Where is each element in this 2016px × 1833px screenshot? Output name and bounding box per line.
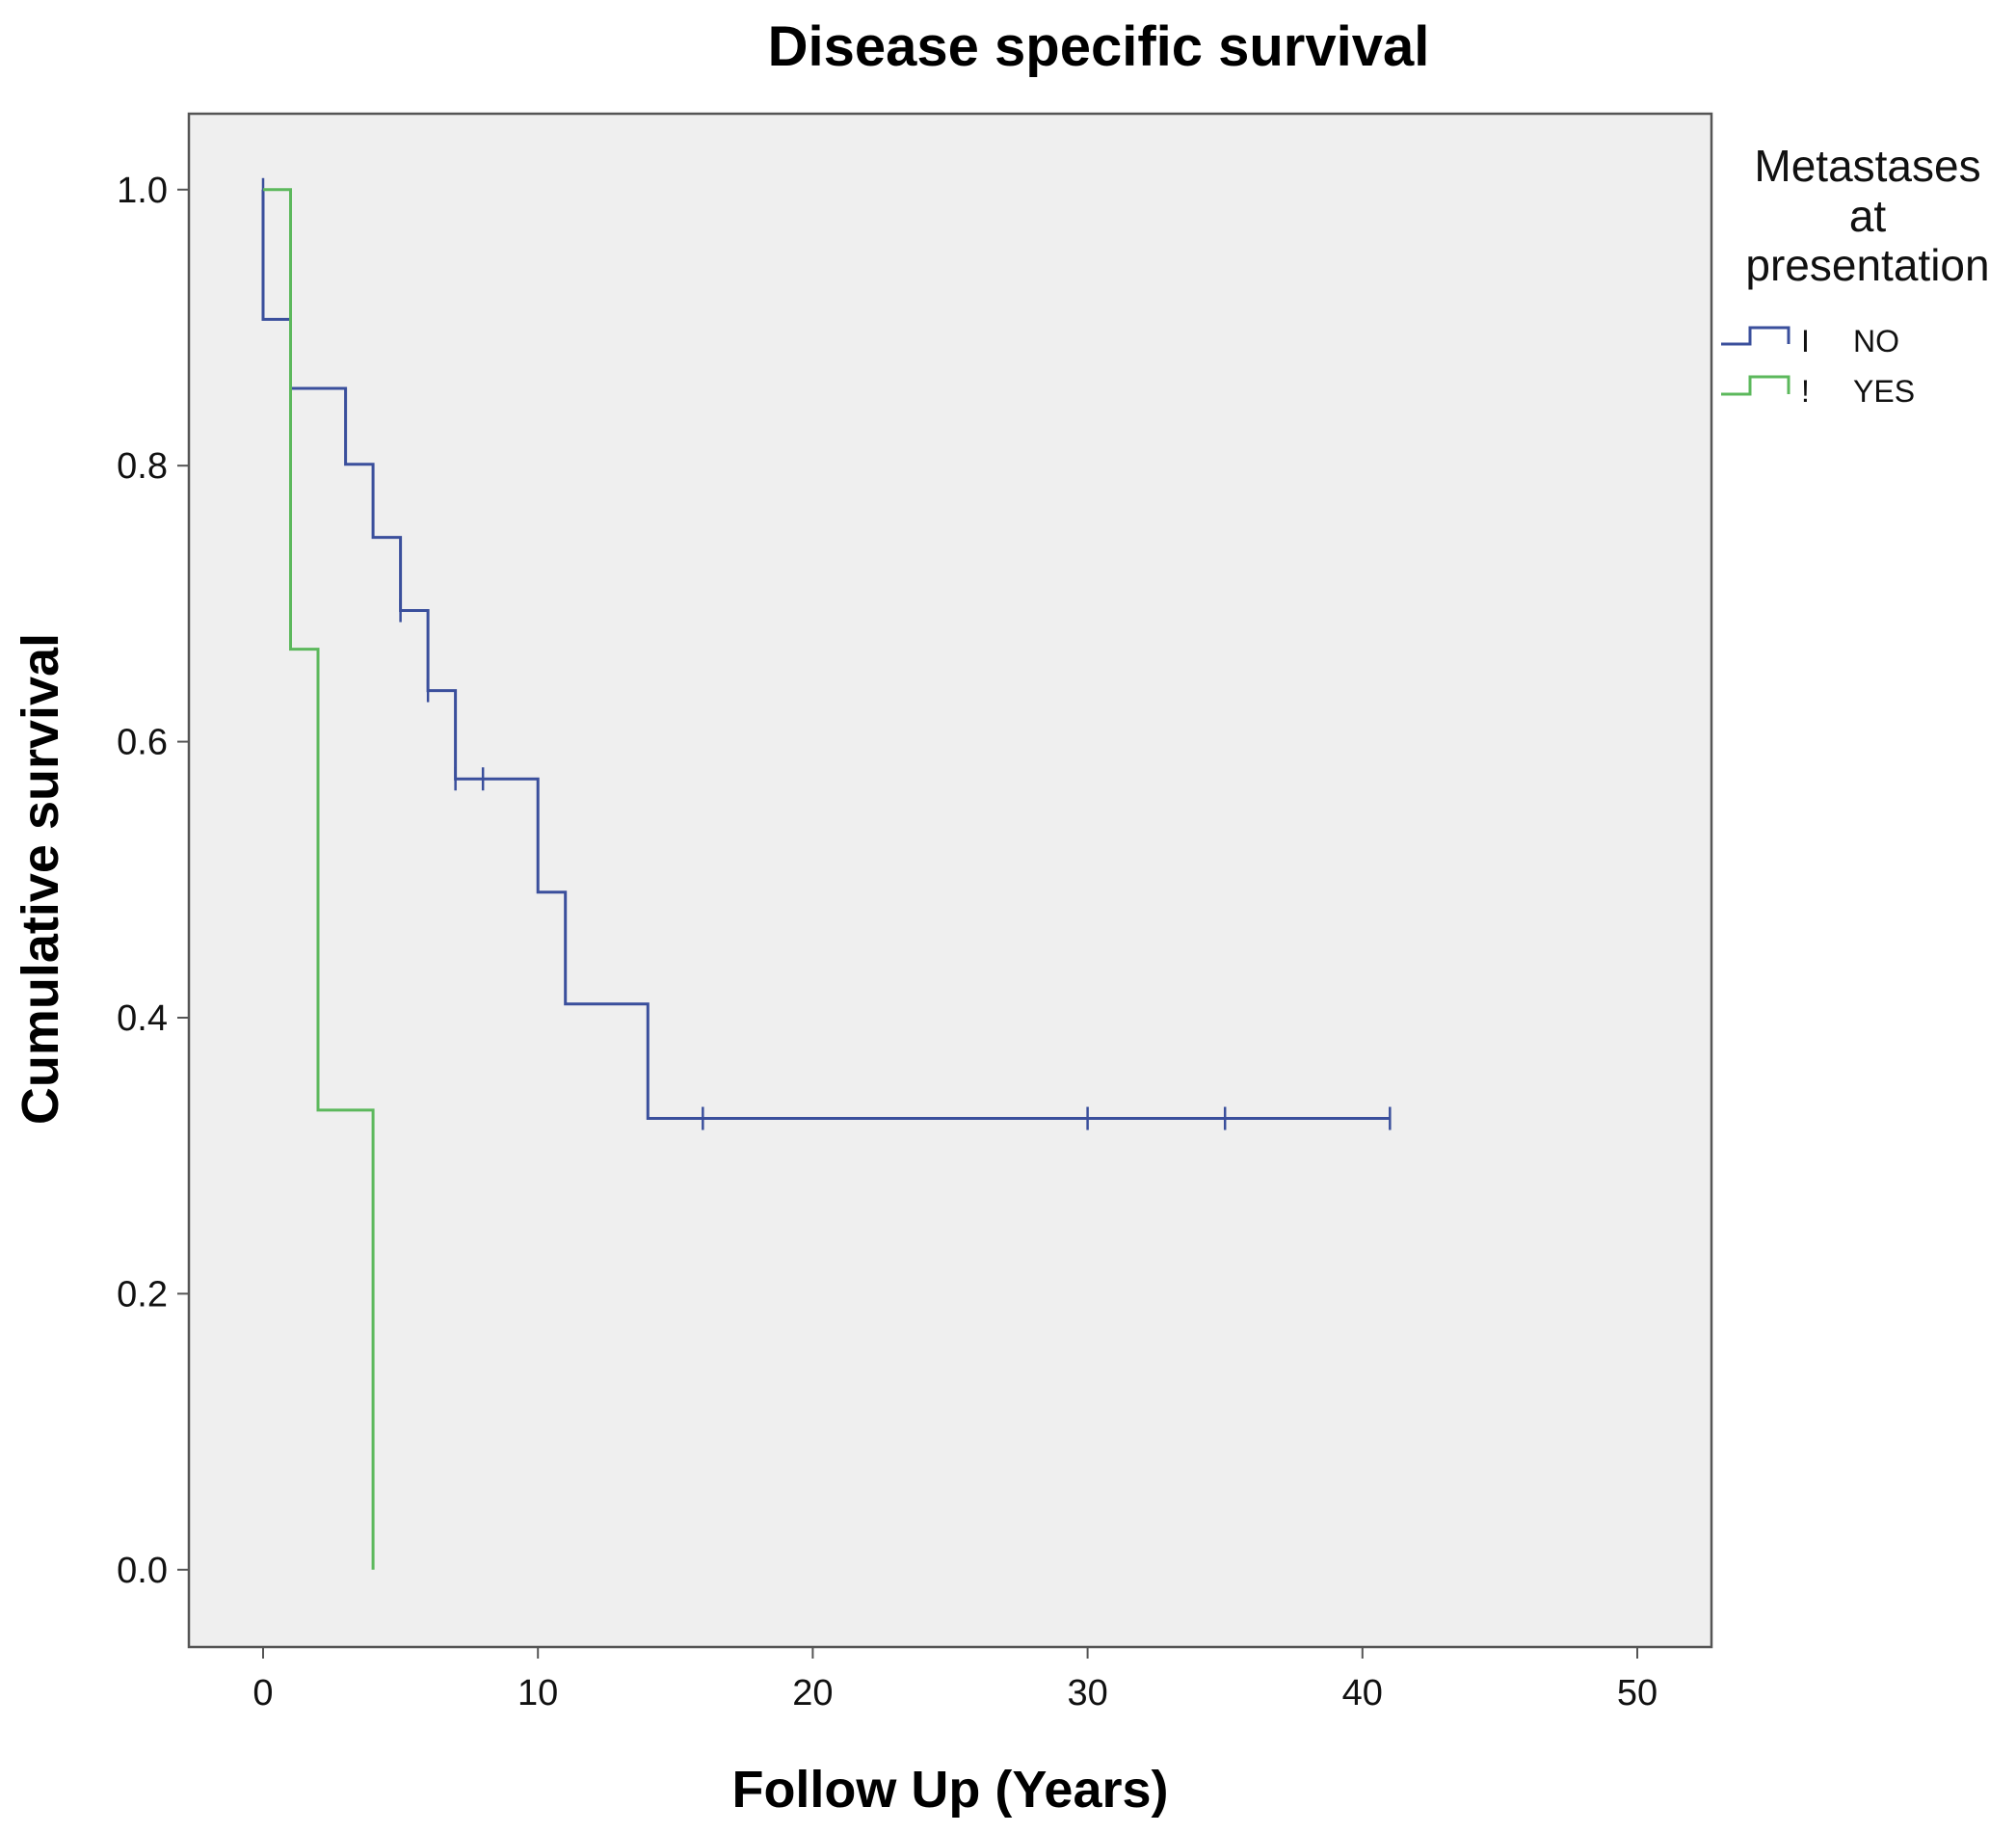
- legend-title-line-3: presentation: [1745, 240, 1989, 290]
- legend-swatch-no: [1721, 326, 1791, 346]
- y-tick-label: 0.2: [117, 1274, 168, 1315]
- x-tick-label: 10: [517, 1673, 558, 1713]
- x-tick-label: 30: [1067, 1673, 1107, 1713]
- x-tick-label: 20: [792, 1673, 833, 1713]
- legend-marker-no: I: [1801, 324, 1810, 359]
- x-tick-label: 50: [1617, 1673, 1658, 1713]
- legend-title-line-1: Metastases: [1754, 141, 1980, 191]
- legend-marker-yes: !: [1801, 374, 1810, 409]
- chart-title: Disease specific survival: [768, 15, 1430, 78]
- legend-title-line-2: at: [1849, 191, 1887, 241]
- legend-label-no: NO: [1853, 324, 1899, 359]
- legend-label-yes: YES: [1853, 374, 1915, 409]
- y-tick-label: 0.0: [117, 1551, 168, 1591]
- y-tick-label: 0.8: [117, 446, 168, 487]
- series-line-no: [261, 189, 1391, 1120]
- y-tick-label: 0.6: [117, 723, 168, 763]
- plot-area: [187, 112, 1713, 1649]
- series-layer: [261, 177, 1392, 1570]
- y-axis: 0.0 0.2 0.4 0.6 0.8 1.0: [117, 171, 189, 1591]
- y-axis-label: Cumulative survival: [12, 633, 69, 1125]
- x-axis-label: Follow Up (Years): [731, 1761, 1168, 1819]
- y-tick-label: 1.0: [117, 171, 168, 211]
- x-tick-label: 40: [1342, 1673, 1383, 1713]
- legend: Metastases at presentation I NO ! YES: [1721, 141, 1990, 409]
- x-axis: 0 10 20 30 40 50: [252, 1647, 1658, 1713]
- x-tick-label: 0: [252, 1673, 273, 1713]
- legend-swatch-yes: [1721, 375, 1791, 396]
- y-tick-label: 0.4: [117, 998, 168, 1039]
- series-line-yes: [263, 188, 375, 1570]
